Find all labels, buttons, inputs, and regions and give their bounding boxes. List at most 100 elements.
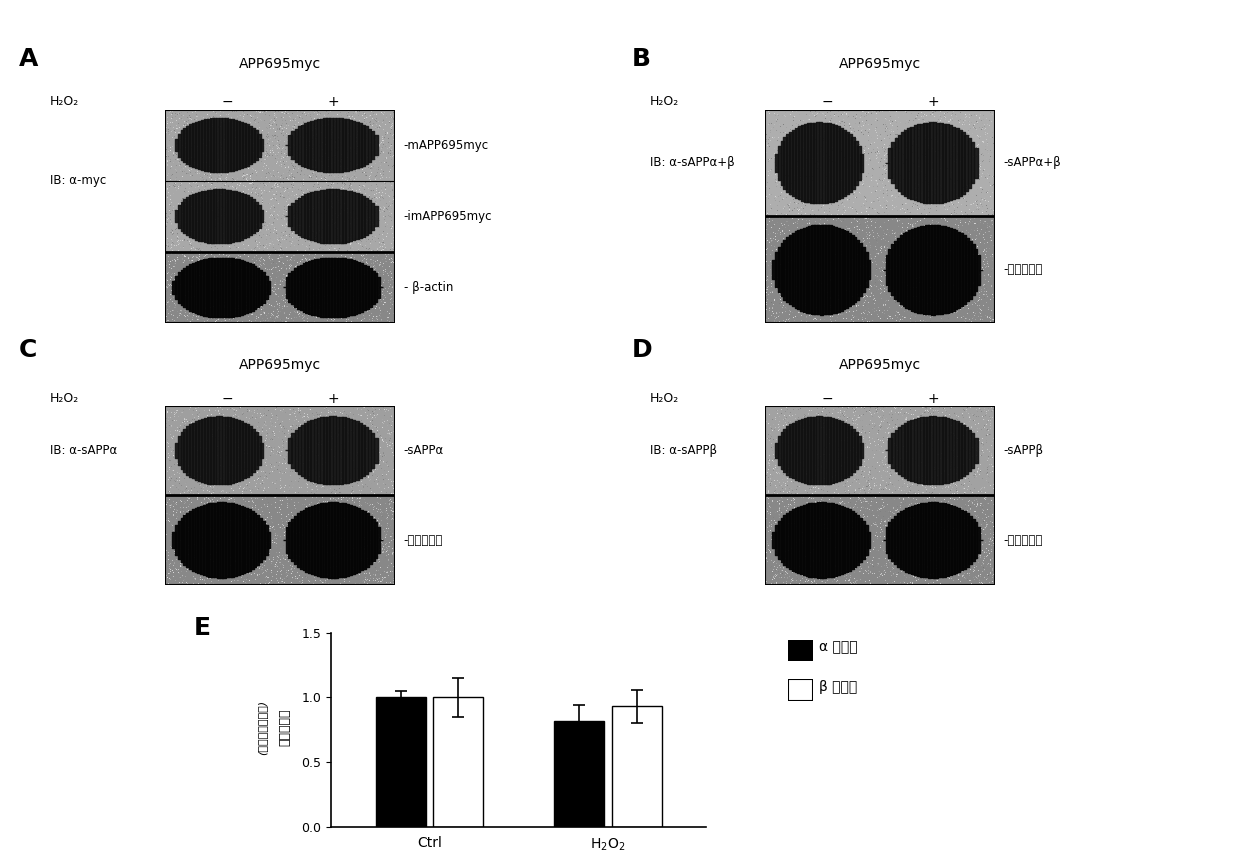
Point (295, 514, 315, 528)
Point (970, 156, 990, 170)
Point (210, 464, 230, 478)
Point (274, 309, 294, 323)
Point (909, 201, 929, 215)
Point (912, 438, 932, 452)
Point (794, 165, 814, 179)
Point (245, 490, 265, 504)
Point (870, 433, 890, 447)
Point (260, 467, 280, 480)
Point (305, 573, 325, 587)
Point (159, 126, 179, 139)
Point (928, 192, 948, 206)
Point (869, 246, 889, 260)
Point (812, 307, 832, 321)
Point (188, 262, 208, 276)
Point (368, 541, 388, 554)
Point (189, 457, 209, 471)
Point (761, 554, 781, 567)
Point (312, 470, 332, 484)
Point (862, 479, 882, 492)
Point (929, 522, 949, 536)
Point (838, 208, 858, 222)
Point (346, 106, 366, 120)
Point (846, 506, 866, 520)
Point (206, 509, 226, 523)
Point (296, 510, 316, 523)
Point (226, 534, 246, 548)
Point (209, 208, 229, 222)
Point (182, 414, 203, 428)
Point (260, 251, 280, 265)
Point (308, 457, 328, 471)
Point (940, 244, 960, 257)
Point (336, 551, 356, 565)
Point (241, 133, 261, 147)
Point (164, 309, 184, 323)
Point (890, 306, 910, 319)
Point (161, 214, 181, 228)
Point (349, 403, 369, 417)
Point (820, 237, 840, 251)
Point (324, 286, 344, 300)
Point (775, 570, 795, 584)
Point (236, 152, 256, 166)
Point (764, 207, 784, 220)
Point (165, 212, 185, 226)
Point (824, 519, 844, 533)
Point (231, 571, 251, 585)
Point (382, 501, 402, 515)
Point (880, 278, 900, 292)
Point (831, 245, 851, 258)
Point (298, 257, 318, 270)
Point (179, 162, 199, 176)
Point (365, 539, 385, 553)
Point (862, 566, 882, 579)
Point (370, 495, 390, 509)
Point (956, 179, 976, 193)
Point (789, 108, 809, 122)
Point (771, 103, 791, 117)
Point (964, 251, 984, 264)
Point (288, 282, 308, 295)
Point (170, 480, 190, 493)
Point (900, 546, 920, 560)
Point (774, 233, 794, 247)
Point (210, 415, 230, 429)
Point (950, 451, 970, 465)
Point (756, 189, 776, 203)
Point (341, 466, 361, 480)
Point (944, 451, 964, 465)
Point (856, 560, 876, 573)
Point (322, 218, 342, 232)
Point (874, 232, 894, 245)
Point (260, 450, 280, 464)
Point (171, 106, 191, 120)
Point (876, 113, 896, 127)
Point (794, 286, 814, 300)
Point (246, 122, 266, 136)
Point (942, 130, 962, 144)
Point (334, 417, 354, 430)
Point (819, 183, 839, 196)
Point (971, 489, 991, 503)
Point (234, 179, 254, 193)
Point (919, 547, 939, 561)
Point (788, 413, 808, 427)
Point (253, 442, 272, 455)
Point (380, 510, 400, 523)
Point (261, 182, 281, 195)
Point (971, 103, 991, 117)
Point (892, 449, 912, 463)
Point (804, 305, 824, 319)
Point (369, 574, 389, 588)
Point (335, 568, 355, 582)
Point (370, 189, 390, 203)
Point (356, 248, 376, 262)
Point (326, 508, 346, 522)
Point (920, 498, 940, 511)
Point (204, 200, 224, 214)
Point (971, 488, 991, 502)
Point (926, 524, 946, 538)
Point (235, 523, 255, 536)
Point (169, 453, 189, 467)
